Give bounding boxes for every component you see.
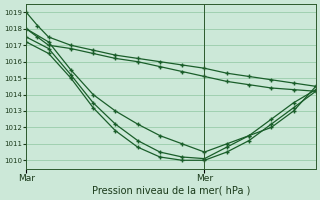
X-axis label: Pression niveau de la mer( hPa ): Pression niveau de la mer( hPa )	[92, 186, 250, 196]
